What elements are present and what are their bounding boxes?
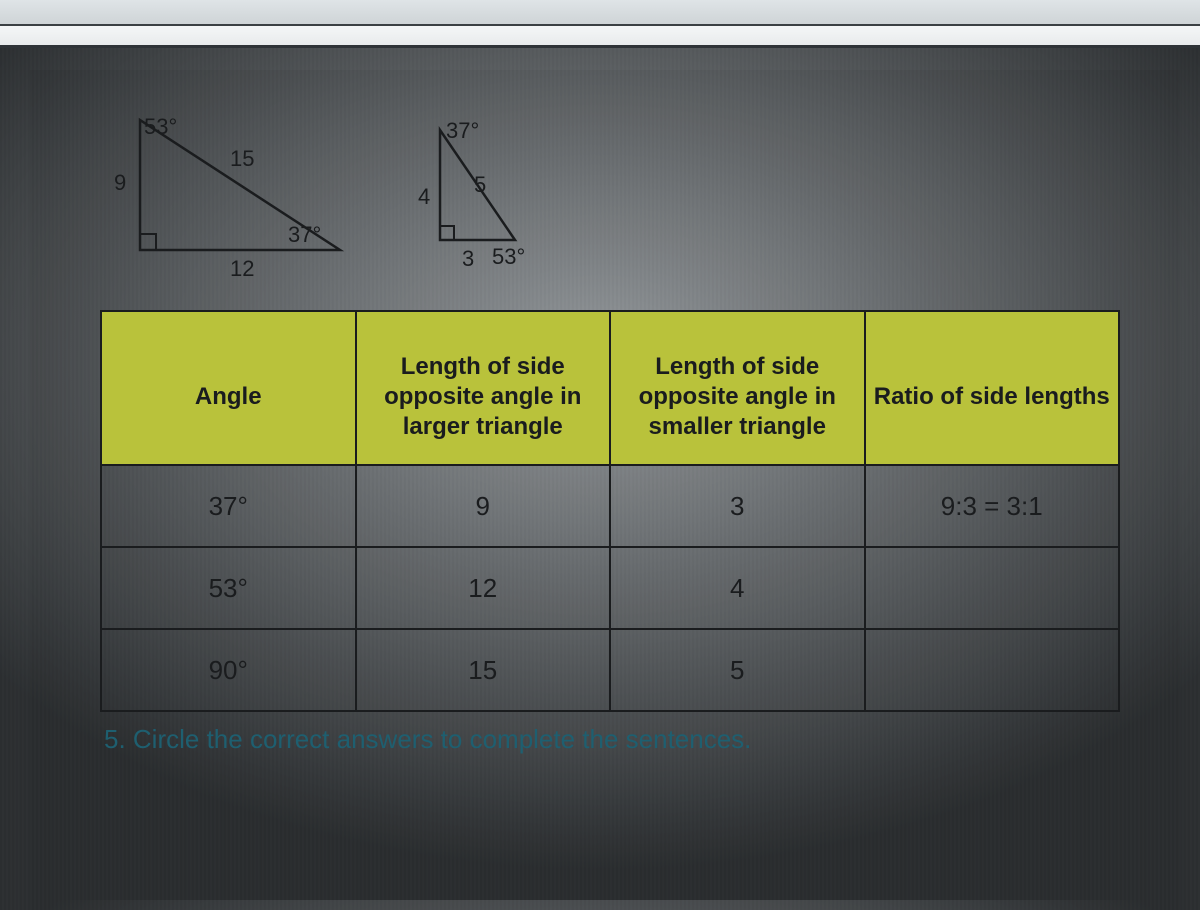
cell-small: 3 (610, 465, 865, 547)
cell-small: 4 (610, 547, 865, 629)
large-side-left: 9 (114, 170, 126, 196)
cell-small: 5 (610, 629, 865, 711)
window-chrome (0, 0, 1200, 48)
triangle-large: 53° 9 15 37° 12 (120, 110, 360, 270)
question-5-text: 5. Circle the correct answers to complet… (100, 724, 1130, 755)
triangles-figure: 53° 9 15 37° 12 37° 4 5 3 53° (120, 110, 1130, 270)
table-header-row: Angle Length of side opposite angle in l… (101, 311, 1119, 465)
worksheet-page: 53° 9 15 37° 12 37° 4 5 3 53° Angle Leng… (30, 70, 1180, 910)
cell-ratio[interactable] (865, 547, 1120, 629)
cell-ratio[interactable]: 9:3 = 3:1 (865, 465, 1120, 547)
table-row: 37° 9 3 9:3 = 3:1 (101, 465, 1119, 547)
col-angle: Angle (101, 311, 356, 465)
cell-angle: 37° (101, 465, 356, 547)
triangle-small: 37° 4 5 3 53° (420, 120, 530, 270)
cell-large: 12 (356, 547, 611, 629)
col-ratio: Ratio of side lengths (865, 311, 1120, 465)
menu-bar[interactable] (0, 0, 1200, 26)
cell-angle: 90° (101, 629, 356, 711)
tool-bar[interactable] (0, 26, 1200, 48)
cell-ratio[interactable] (865, 629, 1120, 711)
table-row: 90° 15 5 (101, 629, 1119, 711)
small-angle-top: 37° (446, 118, 479, 144)
cell-angle: 53° (101, 547, 356, 629)
large-angle-top: 53° (144, 114, 177, 140)
cell-large: 15 (356, 629, 611, 711)
small-side-bottom: 3 (462, 246, 474, 272)
ratios-table: Angle Length of side opposite angle in l… (100, 310, 1120, 712)
large-side-bottom: 12 (230, 256, 254, 282)
cell-large: 9 (356, 465, 611, 547)
small-side-hyp: 5 (474, 172, 486, 198)
table-row: 53° 12 4 (101, 547, 1119, 629)
small-side-left: 4 (418, 184, 430, 210)
small-angle-right: 53° (492, 244, 525, 270)
col-large: Length of side opposite angle in larger … (356, 311, 611, 465)
large-side-hyp: 15 (230, 146, 254, 172)
large-angle-right: 37° (288, 222, 321, 248)
col-small: Length of side opposite angle in smaller… (610, 311, 865, 465)
